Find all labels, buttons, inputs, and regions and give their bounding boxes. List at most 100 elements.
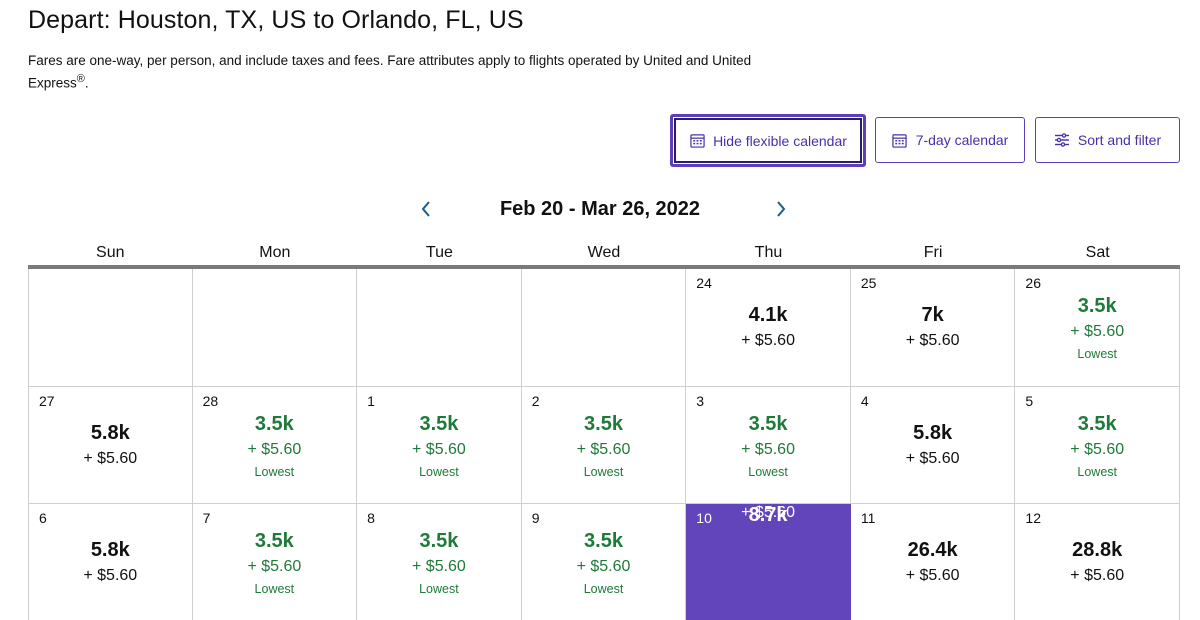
day-number: 7: [202, 510, 211, 526]
fare-fee: + $5.60: [576, 440, 631, 458]
fare-price: 3.5k: [1077, 412, 1117, 435]
fare-price: 3.5k: [584, 530, 623, 552]
fare-price: 3.5k: [254, 530, 294, 552]
weekday-label: Wed: [587, 244, 621, 261]
lowest-badge: Lowest: [254, 582, 295, 596]
calendar-day-cell[interactable]: 6 5.8k + $5.60: [28, 504, 193, 620]
day-number: 12: [1025, 510, 1041, 526]
weekday-label: Thu: [754, 244, 783, 261]
calendar-day-cell[interactable]: 27 5.8k + $5.60: [28, 386, 193, 504]
calendar-day-cell[interactable]: 9 3.5k + $5.60 Lowest: [521, 504, 687, 620]
calendar-day-cell-selected[interactable]: 10 8.7k + $5.60: [686, 504, 851, 620]
lowest-badge: Lowest: [419, 464, 459, 479]
fare-fee: + $5.60: [1070, 323, 1125, 340]
fare-price: 5.8k: [913, 421, 953, 444]
calendar-day-cell[interactable]: 25 7k + $5.60: [850, 269, 1016, 387]
fare-fee: + $5.60: [905, 567, 960, 584]
calendar-day-cell[interactable]: 11 26.4k + $5.60: [850, 504, 1016, 620]
calendar-day-cell[interactable]: 7 3.5k + $5.60 Lowest: [192, 504, 358, 620]
seven-day-calendar-button[interactable]: 7-day calendar: [875, 117, 1025, 163]
calendar-icon: [892, 132, 908, 148]
disclaimer-text: Fares are one-way, per person, and inclu…: [28, 53, 752, 91]
fare-fee: + $5.60: [1070, 567, 1125, 584]
weekday-label: Fri: [923, 244, 943, 261]
calendar-day-cell[interactable]: 28 3.5k + $5.60 Lowest: [192, 386, 358, 504]
date-range-title: Feb 20 - Mar 26, 2022: [499, 198, 701, 220]
lowest-badge: Lowest: [1077, 464, 1117, 479]
fare-fee: + $5.60: [741, 332, 795, 349]
next-range-button[interactable]: [769, 198, 793, 224]
lowest-badge: Lowest: [583, 582, 624, 596]
calendar-empty-cell: [192, 269, 358, 387]
page-title: Depart: Houston, TX, US to Orlando, FL, …: [28, 6, 524, 34]
fare-price: 3.5k: [419, 530, 459, 552]
disclaimer-end: .: [84, 75, 89, 91]
day-number: 2: [531, 392, 540, 409]
hide-flexible-calendar-label: Hide flexible calendar: [713, 132, 847, 149]
day-number: 8: [367, 510, 375, 526]
calendar-day-cell[interactable]: 8 3.5k + $5.60 Lowest: [357, 504, 522, 620]
day-number: 27: [39, 392, 55, 409]
fare-price: 4.1k: [748, 304, 788, 326]
fare-price: 3.5k: [1077, 295, 1117, 317]
fare-price: 5.8k: [90, 421, 130, 444]
fare-price: 7k: [921, 304, 944, 326]
fare-price: 3.5k: [748, 412, 788, 435]
day-number: 9: [531, 510, 540, 526]
calendar-day-cell[interactable]: 4 5.8k + $5.60: [850, 386, 1016, 504]
fare-fee: + $5.60: [905, 332, 960, 349]
fare-fee: + $5.60: [412, 558, 466, 575]
fare-fee: + $5.60: [741, 504, 795, 521]
fare-fee: + $5.60: [1070, 440, 1125, 458]
hide-flexible-calendar-button[interactable]: Hide flexible calendar: [670, 114, 866, 167]
fare-price: 8.7k: [748, 504, 788, 526]
calendar-icon: [689, 133, 705, 149]
calendar-day-cell[interactable]: 1 3.5k + $5.60 Lowest: [357, 386, 522, 504]
calendar-day-cell[interactable]: 5 3.5k + $5.60 Lowest: [1015, 386, 1180, 504]
day-number: 26: [1025, 275, 1041, 291]
day-number: 10: [696, 510, 712, 526]
calendar-empty-cell: [357, 269, 522, 387]
weekday-label: Tue: [425, 244, 453, 261]
fare-fee: + $5.60: [247, 440, 302, 458]
day-number: 5: [1025, 392, 1034, 409]
fare-fee: + $5.60: [83, 449, 138, 467]
chevron-left-icon: [420, 200, 432, 223]
calendar-empty-cell: [28, 269, 193, 387]
lowest-badge: Lowest: [583, 464, 624, 479]
calendar-day-cell[interactable]: 3 3.5k + $5.60 Lowest: [686, 386, 851, 504]
sort-and-filter-label: Sort and filter: [1077, 132, 1162, 148]
fare-price: 3.5k: [584, 412, 623, 435]
weekday-label: Mon: [259, 244, 291, 261]
day-number: 3: [696, 392, 705, 409]
seven-day-calendar-label: 7-day calendar: [915, 132, 1009, 148]
header-divider: [28, 265, 1180, 269]
fare-price: 5.8k: [90, 539, 130, 561]
fare-fee: + $5.60: [247, 558, 302, 575]
sliders-icon: [1054, 132, 1070, 148]
day-number: 6: [39, 510, 47, 526]
fare-price: 26.4k: [907, 539, 958, 561]
day-number: 24: [696, 275, 712, 291]
fare-price: 28.8k: [1072, 539, 1123, 561]
previous-range-button[interactable]: [414, 198, 438, 224]
day-number: 1: [367, 392, 375, 409]
day-number: 28: [202, 392, 219, 409]
lowest-badge: Lowest: [254, 464, 295, 479]
fare-fee: + $5.60: [412, 440, 466, 458]
day-number: 11: [860, 510, 876, 526]
fare-price: 3.5k: [419, 412, 459, 435]
day-number: 25: [860, 275, 877, 291]
calendar-empty-cell: [521, 269, 687, 387]
calendar-day-cell[interactable]: 12 28.8k + $5.60: [1015, 504, 1180, 620]
calendar-day-cell[interactable]: 2 3.5k + $5.60 Lowest: [521, 386, 687, 504]
weekday-header: Sun Mon Tue Wed Thu Fri Sat: [28, 244, 1180, 264]
calendar-day-cell[interactable]: 26 3.5k + $5.60 Lowest: [1015, 269, 1180, 387]
weekday-label: Sat: [1085, 244, 1110, 261]
lowest-badge: Lowest: [748, 464, 788, 479]
fare-fee: + $5.60: [576, 558, 631, 575]
sort-and-filter-button[interactable]: Sort and filter: [1035, 117, 1180, 163]
lowest-badge: Lowest: [419, 582, 459, 596]
registered-mark: ®: [76, 73, 85, 85]
calendar-day-cell[interactable]: 24 4.1k + $5.60: [686, 269, 851, 387]
